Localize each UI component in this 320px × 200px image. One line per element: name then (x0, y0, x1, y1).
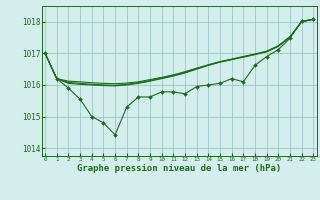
X-axis label: Graphe pression niveau de la mer (hPa): Graphe pression niveau de la mer (hPa) (77, 164, 281, 173)
